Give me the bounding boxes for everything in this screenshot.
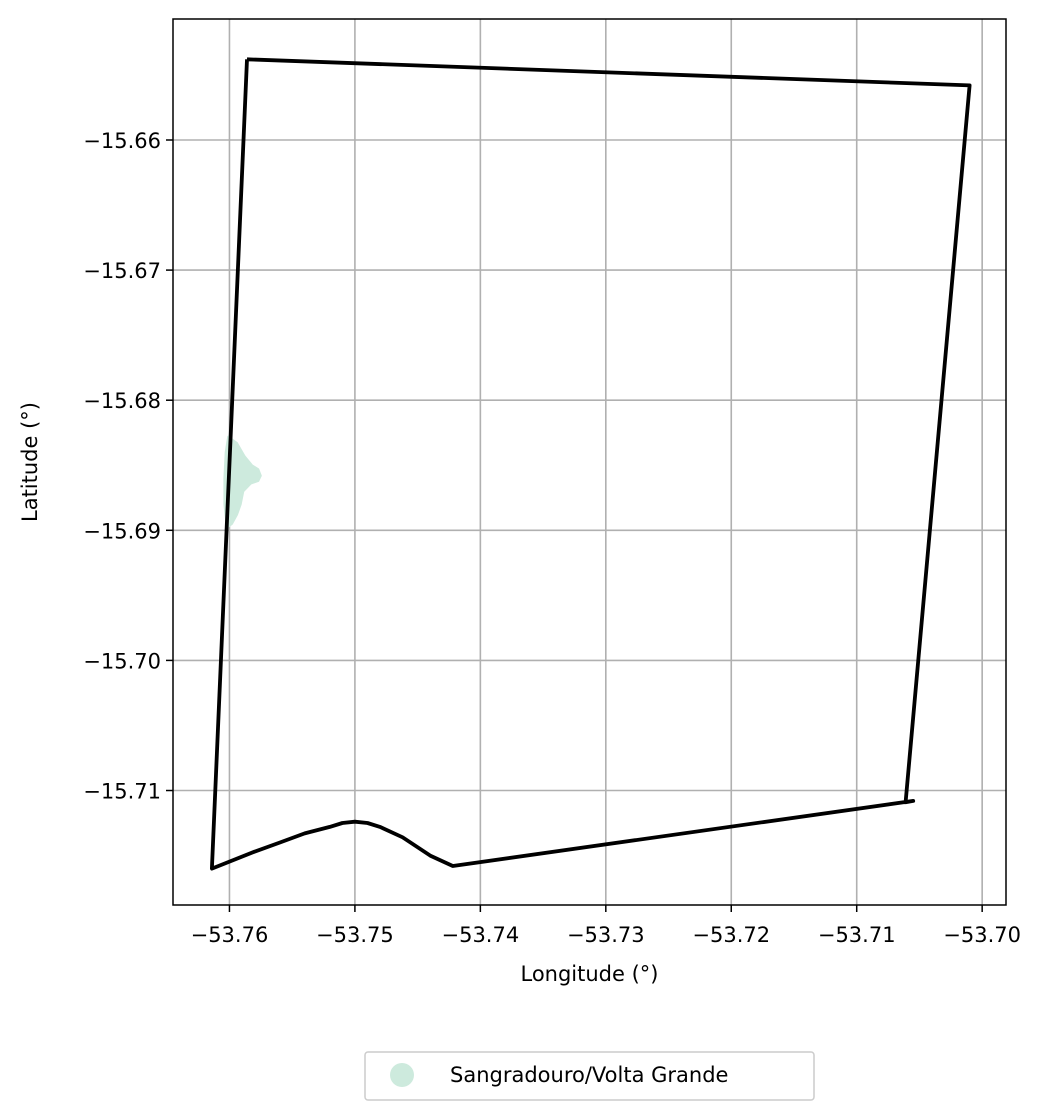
- legend-label: Sangradouro/Volta Grande: [450, 1063, 728, 1087]
- y-tick-label: −15.66: [83, 129, 161, 153]
- x-axis-label: Longitude (°): [520, 962, 658, 986]
- y-tick-label: −15.67: [83, 259, 161, 283]
- x-tick-label: −53.72: [692, 923, 770, 947]
- x-tick-label: −53.76: [191, 923, 269, 947]
- region-sangradouro-volta-grande: [223, 435, 262, 529]
- y-ticks: −15.66 −15.67 −15.68 −15.69 −15.70 −15.71: [83, 129, 173, 804]
- x-tick-label: −53.74: [441, 923, 519, 947]
- y-axis-label: Latitude (°): [18, 402, 42, 522]
- plot-frame: [172, 18, 1007, 906]
- x-tick-label: −53.75: [316, 923, 394, 947]
- grid: [173, 19, 1006, 905]
- x-ticks: −53.76 −53.75 −53.74 −53.73 −53.72 −53.71 −53.…: [191, 905, 1021, 947]
- x-tick-label: −53.73: [567, 923, 645, 947]
- x-tick-label: −53.70: [943, 923, 1021, 947]
- regions: [223, 435, 262, 529]
- legend-marker: [390, 1063, 414, 1087]
- legend: Sangradouro/Volta Grande: [364, 1051, 815, 1101]
- x-tick-label: −53.71: [818, 923, 896, 947]
- boundary-outline: [210, 57, 972, 871]
- y-tick-label: −15.68: [83, 389, 161, 413]
- legend-box: [364, 1051, 815, 1101]
- y-tick-label: −15.71: [83, 780, 161, 804]
- y-tick-label: −15.70: [83, 649, 161, 673]
- y-tick-label: −15.69: [83, 519, 161, 543]
